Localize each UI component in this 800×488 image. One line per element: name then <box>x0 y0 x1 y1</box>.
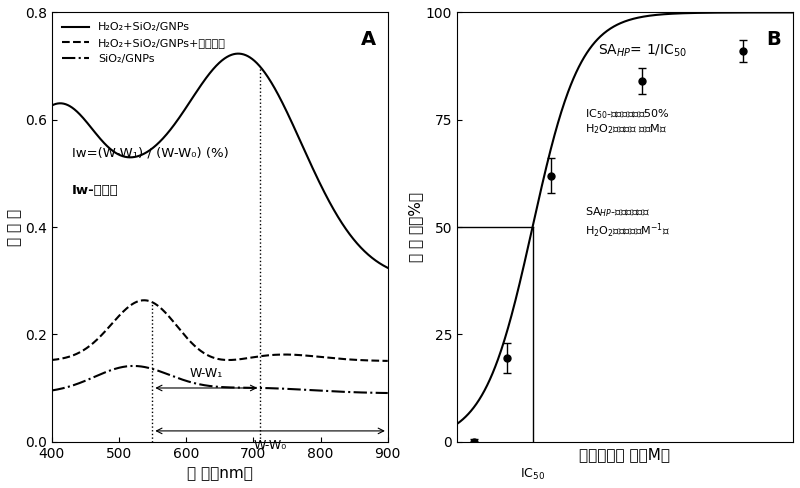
H₂O₂+SiO₂/GNPs <box>81 118 90 124</box>
H₂O₂+SiO₂/GNPs+抗氧化剂 <box>81 346 90 351</box>
X-axis label: 波 长（nm）: 波 长（nm） <box>186 466 253 481</box>
H₂O₂+SiO₂/GNPs+抗氧化剂 <box>139 297 149 303</box>
Y-axis label: 抑 制 率（%）: 抑 制 率（%） <box>408 192 423 262</box>
Legend: H₂O₂+SiO₂/GNPs, H₂O₂+SiO₂/GNPs+抗氧化剂, SiO₂/GNPs: H₂O₂+SiO₂/GNPs, H₂O₂+SiO₂/GNPs+抗氧化剂, SiO… <box>57 18 230 68</box>
Line: H₂O₂+SiO₂/GNPs: H₂O₂+SiO₂/GNPs <box>51 54 388 268</box>
H₂O₂+SiO₂/GNPs+抗氧化剂 <box>383 358 393 364</box>
H₂O₂+SiO₂/GNPs <box>383 265 393 271</box>
SiO₂/GNPs <box>310 387 319 393</box>
Text: SA$_{HP}$-抗氧化剂清除
H$_2$O$_2$能方大小（M$^{-1}$）: SA$_{HP}$-抗氧化剂清除 H$_2$O$_2$能方大小（M$^{-1}$… <box>585 205 670 241</box>
H₂O₂+SiO₂/GNPs <box>310 168 319 174</box>
Text: A: A <box>361 30 376 49</box>
Text: W-W₁: W-W₁ <box>190 367 223 380</box>
X-axis label: 抗氧化剂浓 度（M）: 抗氧化剂浓 度（M） <box>579 447 670 462</box>
H₂O₂+SiO₂/GNPs+抗氧化剂 <box>183 336 193 342</box>
H₂O₂+SiO₂/GNPs+抗氧化剂 <box>46 357 56 363</box>
Text: Iw-抑制率: Iw-抑制率 <box>72 184 118 197</box>
Text: W-W₀: W-W₀ <box>254 439 286 452</box>
SiO₂/GNPs <box>46 387 56 393</box>
SiO₂/GNPs <box>183 378 193 384</box>
Text: Iw=(W-W₁) / (W-W₀) (%): Iw=(W-W₁) / (W-W₀) (%) <box>72 146 229 160</box>
H₂O₂+SiO₂/GNPs <box>278 101 287 106</box>
Text: IC$_{50}$-抗氧化剂清除50%
H$_2$O$_2$所需的浓 度（M）: IC$_{50}$-抗氧化剂清除50% H$_2$O$_2$所需的浓 度（M） <box>585 107 670 137</box>
H₂O₂+SiO₂/GNPs+抗氧化剂 <box>195 347 205 353</box>
Line: H₂O₂+SiO₂/GNPs+抗氧化剂: H₂O₂+SiO₂/GNPs+抗氧化剂 <box>51 300 388 361</box>
SiO₂/GNPs <box>278 386 287 391</box>
SiO₂/GNPs <box>315 388 325 394</box>
Line: SiO₂/GNPs: SiO₂/GNPs <box>51 366 388 393</box>
Text: B: B <box>766 30 781 49</box>
H₂O₂+SiO₂/GNPs+抗氧化剂 <box>315 354 325 360</box>
H₂O₂+SiO₂/GNPs <box>182 102 192 108</box>
SiO₂/GNPs <box>129 363 138 369</box>
H₂O₂+SiO₂/GNPs+抗氧化剂 <box>278 352 287 358</box>
Y-axis label: 吸 光 度: 吸 光 度 <box>7 208 22 245</box>
H₂O₂+SiO₂/GNPs <box>195 84 205 90</box>
SiO₂/GNPs <box>383 390 393 396</box>
H₂O₂+SiO₂/GNPs <box>46 102 56 108</box>
SiO₂/GNPs <box>81 378 90 384</box>
H₂O₂+SiO₂/GNPs <box>234 51 243 57</box>
H₂O₂+SiO₂/GNPs <box>315 181 325 187</box>
SiO₂/GNPs <box>195 382 205 387</box>
Text: SA$_{HP}$= 1/IC$_{50}$: SA$_{HP}$= 1/IC$_{50}$ <box>598 42 687 59</box>
H₂O₂+SiO₂/GNPs+抗氧化剂 <box>310 353 319 359</box>
Text: IC$_{50}$: IC$_{50}$ <box>520 468 545 483</box>
